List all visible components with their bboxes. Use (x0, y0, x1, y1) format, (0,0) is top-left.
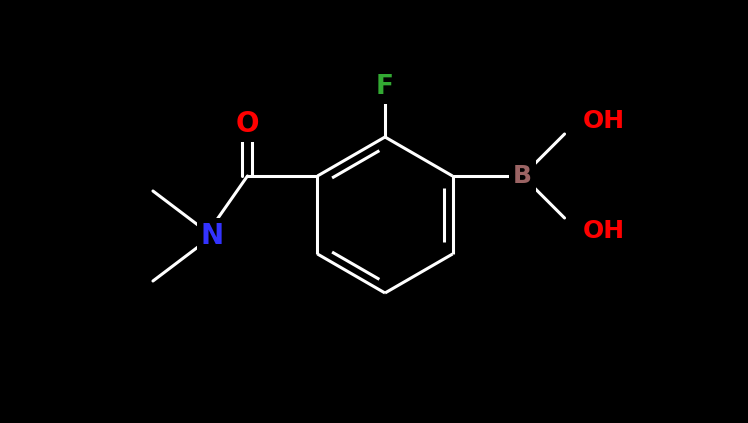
Text: OH: OH (583, 219, 625, 243)
Text: B: B (513, 164, 532, 188)
Text: N: N (201, 222, 224, 250)
Text: F: F (376, 74, 394, 100)
Text: O: O (236, 110, 260, 138)
Text: OH: OH (583, 109, 625, 133)
